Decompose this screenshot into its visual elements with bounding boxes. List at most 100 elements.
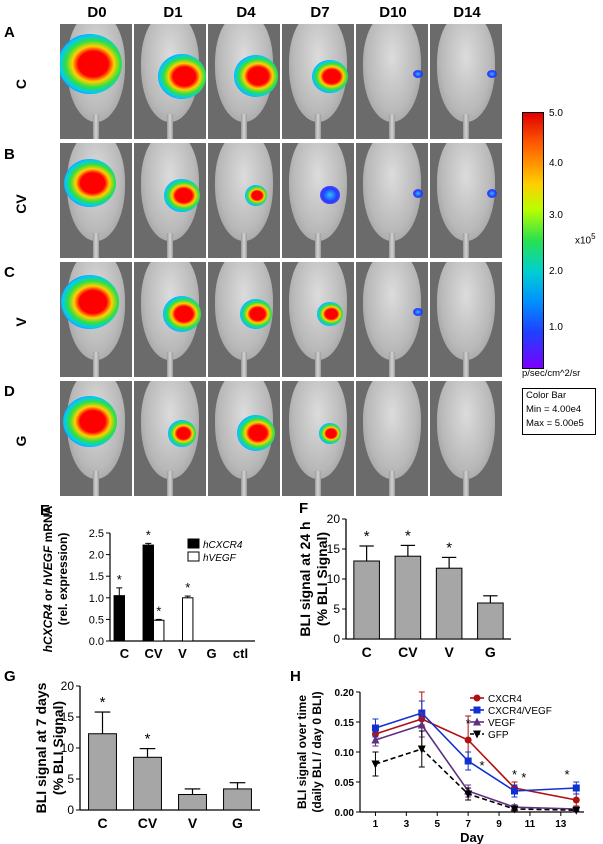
- bar: [435, 567, 463, 640]
- significance-star: *: [512, 767, 517, 782]
- x-tick-label: 1: [373, 819, 379, 830]
- y-axis-label-part: hVEGF: [41, 545, 55, 586]
- data-point: [464, 736, 472, 744]
- x-tick-label: 11: [525, 819, 536, 830]
- x-category-label: G: [206, 646, 216, 661]
- data-point: [473, 694, 481, 702]
- x-category-label: V: [188, 815, 198, 831]
- mouse-tail: [463, 113, 469, 139]
- data-point: [371, 735, 380, 744]
- y-tick-label: 10: [61, 741, 75, 755]
- legend-max: Max = 5.00e5: [526, 418, 584, 429]
- y-tick-label: 2.5: [89, 528, 104, 540]
- bar: [133, 756, 162, 811]
- mouse-tail: [241, 351, 247, 377]
- mouse-tail: [463, 351, 469, 377]
- x-category-label: G: [232, 815, 243, 831]
- data-point: [464, 757, 472, 765]
- significance-star: *: [564, 767, 569, 782]
- y-tick-label: 0.5: [89, 614, 104, 626]
- mouse-body: [363, 262, 421, 360]
- x-category-label: C: [97, 815, 107, 831]
- luminescence-signal: [236, 415, 276, 451]
- bli-image-g-d0: [60, 381, 132, 496]
- colorbar-unit: p/sec/cm^2/sr: [522, 368, 581, 379]
- data-point: [417, 745, 426, 754]
- y-tick-label: 1.0: [89, 593, 104, 605]
- mouse-tail: [167, 351, 173, 377]
- mouse-body: [437, 381, 495, 479]
- colorbar-legend: Color Bar Min = 4.00e4 Max = 5.00e5: [522, 388, 596, 435]
- x-category-label: CV: [398, 644, 418, 660]
- bli-image-v-d0: [60, 262, 132, 377]
- y-tick-label: 5: [67, 772, 74, 786]
- bli-image-g-d1: [134, 381, 206, 496]
- legend-label: GFP: [488, 730, 509, 741]
- luminescence-signal: [244, 184, 268, 206]
- legend-label: hCXCR4: [203, 540, 243, 551]
- x-category-label: V: [178, 646, 187, 661]
- colorbar-tick-2: 2.0: [549, 266, 563, 277]
- y-axis-label: hCXCR4 or hVEGF mRNA: [41, 505, 55, 652]
- luminescence-signal: [233, 55, 279, 97]
- data-point: [417, 720, 426, 729]
- colorbar-exponent-power: 5: [591, 232, 596, 241]
- colorbar-tick-1: 1.0: [549, 322, 563, 333]
- mouse-tail: [463, 232, 469, 258]
- luminescence-signal: [61, 275, 119, 329]
- y-tick-label: 0.20: [335, 688, 355, 699]
- y-tick-label: 15: [327, 542, 341, 556]
- y-tick-label: 1.5: [89, 571, 104, 583]
- x-axis-label: Day: [460, 830, 485, 844]
- data-point: [510, 787, 518, 795]
- y-tick-label: 2.0: [89, 550, 104, 562]
- bli-image-g-d10: [356, 381, 428, 496]
- mouse-tail: [167, 232, 173, 258]
- mouse-body: [363, 24, 421, 122]
- bli-image-c-d4: [208, 24, 280, 139]
- significance-star: *: [466, 716, 471, 731]
- bli-image-g-d4: [208, 381, 280, 496]
- x-tick-label: 13: [555, 819, 567, 830]
- mouse-tail: [315, 113, 321, 139]
- x-category-label: CV: [138, 815, 158, 831]
- significance-star: *: [446, 539, 452, 556]
- x-tick-label: 5: [434, 819, 440, 830]
- bli-image-cv-d0: [60, 143, 132, 258]
- mouse-body: [437, 143, 495, 241]
- bar-hvegf: [153, 619, 165, 642]
- mouse-body: [437, 24, 495, 122]
- data-point: [464, 790, 473, 799]
- luminescence-signal: [240, 299, 272, 329]
- bar: [88, 733, 117, 811]
- bli-image-v-d4: [208, 262, 280, 377]
- luminescence-signal: [312, 59, 348, 93]
- col-header-d14: D14: [453, 4, 481, 21]
- y-tick-label: 10: [327, 572, 341, 586]
- significance-star: *: [146, 527, 151, 542]
- y-axis-label: BLI signal over time: [295, 695, 309, 809]
- mouse-body: [363, 143, 421, 241]
- legend-title: Color Bar: [526, 390, 567, 401]
- mouse-tail: [389, 351, 395, 377]
- mouse-tail: [93, 113, 99, 139]
- col-header-d0: D0: [87, 4, 107, 21]
- mouse-tail: [389, 470, 395, 496]
- bli-image-c-d14: [430, 24, 502, 139]
- bar: [394, 555, 422, 640]
- legend-swatch: [187, 538, 200, 549]
- mouse-tail: [389, 113, 395, 139]
- panel-letter-h: H: [290, 668, 301, 685]
- luminescence-signal: [60, 34, 122, 94]
- chart-f-bli-24h: 0 5 10 15 20 C * CV * V * G BLI signal at 24 h (% BLI…: [297, 512, 511, 660]
- significance-star: *: [405, 527, 411, 544]
- y-axis-label-unit: (daily BLI / day 0 BLI): [310, 691, 324, 812]
- x-category-label: G: [485, 644, 496, 660]
- luminescence-signal: [167, 419, 197, 447]
- row-label-cv: CV: [13, 194, 29, 214]
- legend-min: Min = 4.00e4: [526, 404, 582, 415]
- legend-label: CXCR4: [488, 694, 522, 705]
- data-point: [572, 796, 580, 804]
- data-point: [473, 717, 481, 726]
- mouse-tail: [167, 113, 173, 139]
